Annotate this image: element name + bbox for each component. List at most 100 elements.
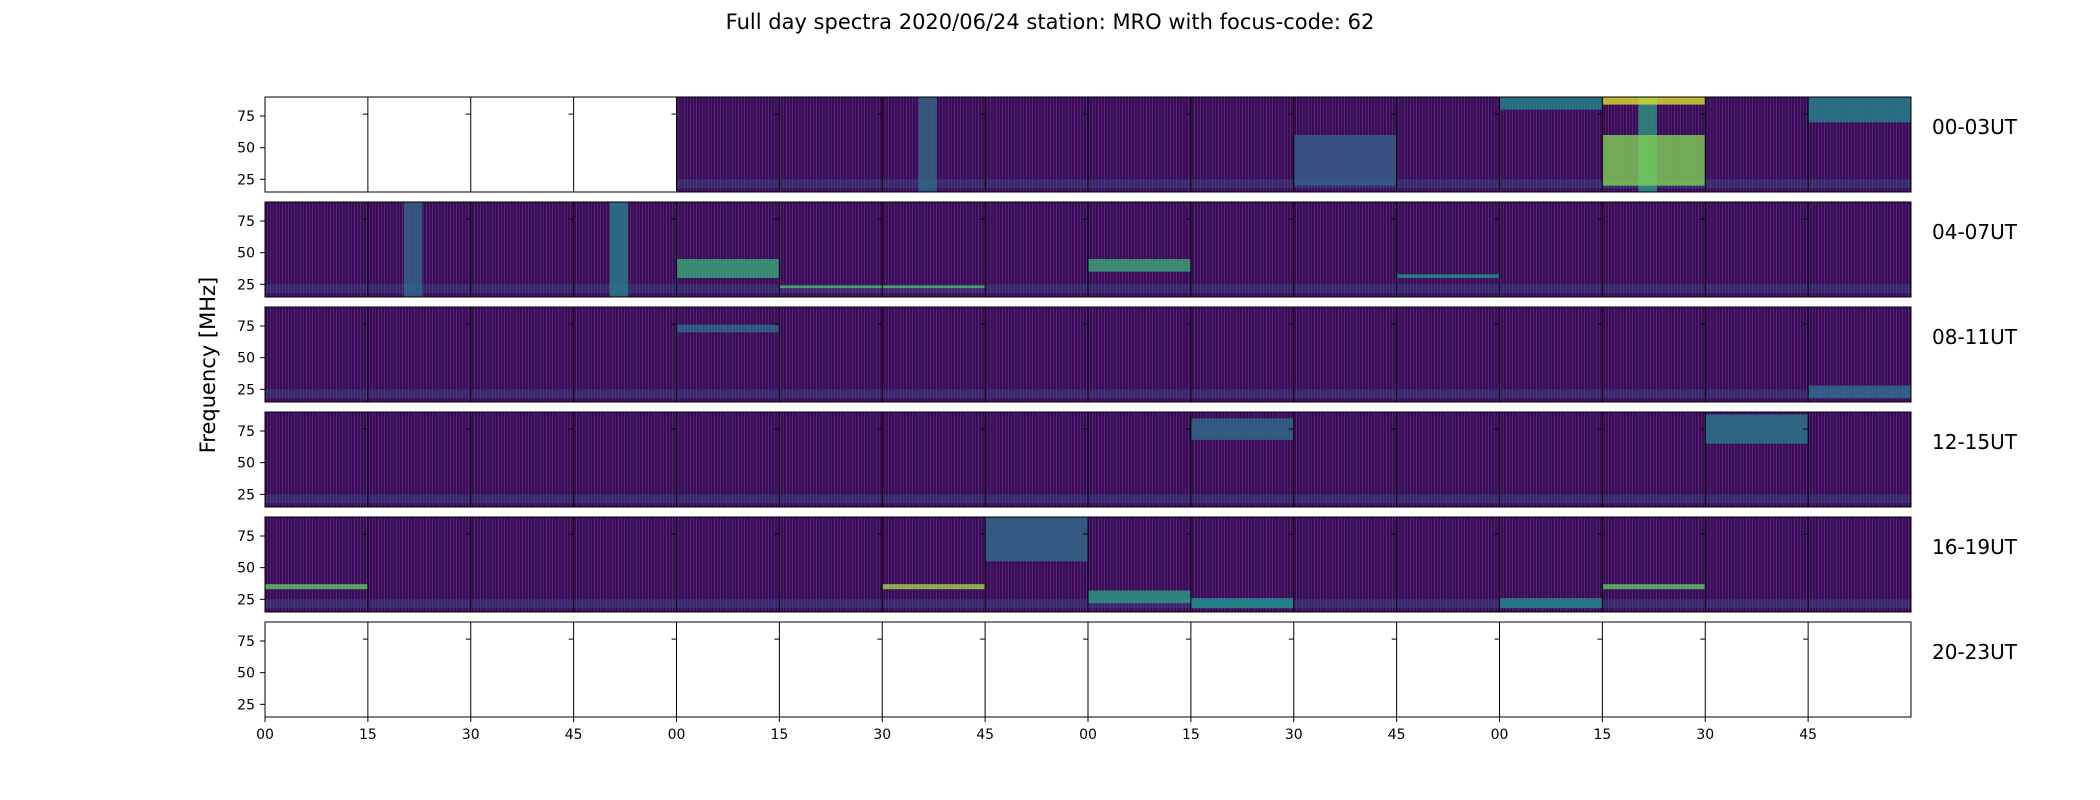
spectrum-lowband	[1396, 179, 1500, 189]
spectrum-texture	[676, 412, 780, 507]
y-tick-label: 25	[237, 697, 255, 713]
spectrum-texture	[1499, 202, 1603, 297]
spectrum-texture	[882, 517, 986, 612]
spectrum-texture	[1705, 307, 1809, 402]
spectrum-texture	[1293, 412, 1397, 507]
empty-panel	[985, 622, 1088, 717]
spectrum-texture	[1396, 202, 1500, 297]
row-frame	[264, 306, 1912, 403]
x-tick-label: 45	[1799, 727, 1817, 743]
spectrum-lowband	[367, 599, 471, 609]
spectrum-texture	[1808, 517, 1911, 612]
y-tick-label: 75	[237, 634, 255, 650]
spectrum-feature	[609, 202, 629, 297]
spectrum-lowband	[676, 284, 780, 294]
spectrum-lowband	[676, 599, 780, 609]
row-frame	[264, 516, 1912, 613]
spectrum-feature	[1190, 418, 1294, 440]
spectrum-lowband	[882, 599, 986, 609]
spectrum-texture	[1808, 412, 1911, 507]
spectrum-lowband	[1088, 599, 1191, 609]
spectrum-lowband	[1602, 494, 1706, 504]
spectrum-feature	[1190, 598, 1294, 609]
spectrum-lowband	[779, 389, 883, 399]
spectrum-texture	[985, 412, 1088, 507]
spectrum-lowband	[1293, 284, 1397, 294]
spectrum-feature	[1602, 584, 1706, 590]
spectrum-texture	[1705, 202, 1809, 297]
spectrum-lowband	[676, 389, 780, 399]
empty-panel	[573, 622, 677, 717]
spectrum-feature	[882, 584, 986, 590]
x-tick-label: 00	[256, 727, 274, 743]
spectrum-lowband	[1190, 284, 1294, 294]
spectrum-texture	[1499, 412, 1603, 507]
y-tick-label: 25	[237, 172, 255, 188]
spectrum-texture	[367, 412, 471, 507]
spectrum-texture	[1808, 202, 1911, 297]
spectrum-feature	[1602, 135, 1706, 186]
spectrum-texture	[470, 202, 574, 297]
spectrum-feature	[1396, 274, 1500, 278]
spectrum-texture	[265, 202, 368, 297]
spectrum-feature	[918, 97, 937, 192]
spectrum-lowband	[1705, 599, 1809, 609]
spectrum-lowband	[1499, 179, 1603, 189]
spectrum-lowband	[1396, 494, 1500, 504]
empty-panel	[265, 622, 368, 717]
spectrum-lowband	[985, 389, 1088, 399]
row-label: 04-07UT	[1932, 220, 2018, 244]
spectrum-lowband	[265, 599, 368, 609]
y-tick-label: 25	[237, 592, 255, 608]
spectrum-lowband	[779, 284, 883, 294]
spectrum-lowband	[1705, 284, 1809, 294]
spectrum-texture	[470, 412, 574, 507]
empty-panel	[1396, 622, 1500, 717]
empty-panel	[1808, 622, 1911, 717]
spectrum-lowband	[1293, 494, 1397, 504]
row-frame	[264, 96, 1912, 193]
empty-panel	[676, 622, 780, 717]
spectrum-feature	[1088, 259, 1191, 272]
spectrum-lowband	[470, 599, 574, 609]
spectrum-lowband	[1602, 599, 1706, 609]
spectrum-texture	[1396, 412, 1500, 507]
spectrum-texture	[265, 517, 368, 612]
spectrum-texture	[985, 97, 1088, 192]
spectrum-lowband	[1396, 389, 1500, 399]
spectrum-feature	[1088, 590, 1191, 604]
spectrum-lowband	[1705, 389, 1809, 399]
empty-panel	[1190, 622, 1294, 717]
x-tick-label: 30	[1696, 727, 1714, 743]
spectrum-texture	[573, 307, 677, 402]
x-tick-label: 45	[565, 727, 583, 743]
spectrum-texture	[985, 202, 1088, 297]
spectrum-lowband	[265, 389, 368, 399]
spectrum-feature	[265, 584, 368, 590]
y-tick-label: 75	[237, 109, 255, 125]
spectrum-lowband	[470, 389, 574, 399]
x-tick-label: 30	[1285, 727, 1303, 743]
spectrum-lowband	[882, 389, 986, 399]
spectrum-lowband	[985, 599, 1088, 609]
spectrum-texture	[1499, 307, 1603, 402]
x-tick-label: 00	[1079, 727, 1097, 743]
spectrum-lowband	[1499, 389, 1603, 399]
spectrum-feature	[676, 259, 780, 278]
spectrum-feature	[676, 324, 780, 333]
spectrum-lowband	[1293, 389, 1397, 399]
y-tick-label: 50	[237, 456, 255, 472]
row-frame	[264, 411, 1912, 508]
x-tick-label: 00	[1491, 727, 1509, 743]
spectrum-texture	[470, 307, 574, 402]
y-tick-label: 75	[237, 319, 255, 335]
spectrum-texture	[1088, 97, 1191, 192]
empty-panel	[367, 97, 471, 192]
spectrum-lowband	[985, 284, 1088, 294]
spectrum-lowband	[1808, 284, 1911, 294]
spectra-row: 25 50 75 20-23UT	[237, 621, 2018, 718]
spectrum-texture	[573, 412, 677, 507]
spectra-row: 25 50 75 04-07UT	[237, 201, 2018, 298]
spectrum-texture	[1602, 412, 1706, 507]
spectrum-texture	[1705, 97, 1809, 192]
